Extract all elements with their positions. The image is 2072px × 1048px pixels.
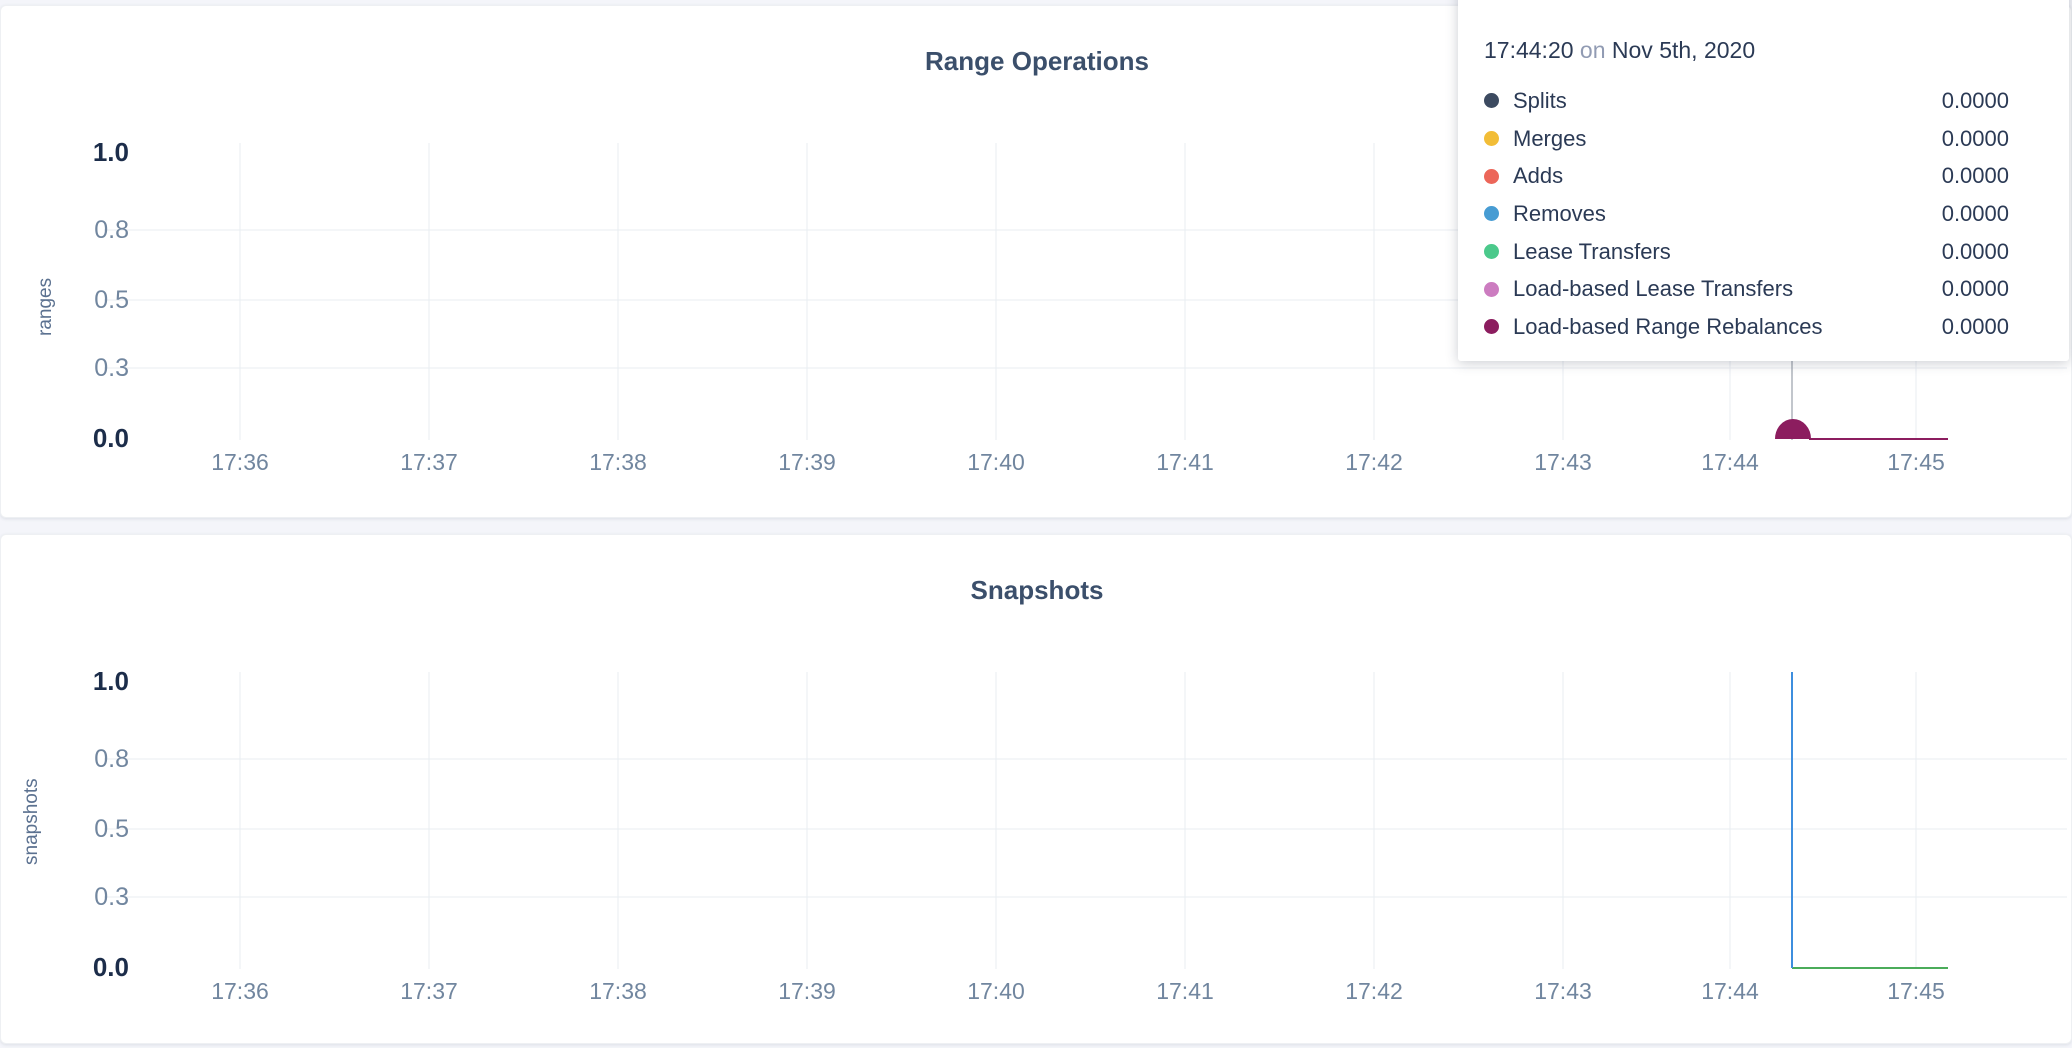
svg-text:0.3: 0.3 <box>94 354 129 382</box>
svg-text:17:44: 17:44 <box>1701 978 1759 1004</box>
svg-text:17:41: 17:41 <box>1156 449 1214 475</box>
svg-text:17:36: 17:36 <box>211 978 269 1004</box>
svg-text:17:45: 17:45 <box>1887 449 1945 475</box>
svg-text:0.8: 0.8 <box>94 745 129 773</box>
svg-text:17:37: 17:37 <box>400 978 458 1004</box>
svg-text:17:38: 17:38 <box>589 449 647 475</box>
svg-text:17:41: 17:41 <box>1156 978 1214 1004</box>
svg-text:17:43: 17:43 <box>1534 449 1592 475</box>
svg-text:0.5: 0.5 <box>94 815 129 843</box>
svg-text:17:40: 17:40 <box>967 978 1025 1004</box>
svg-text:17:39: 17:39 <box>778 449 836 475</box>
svg-text:1.0: 1.0 <box>93 666 129 696</box>
svg-text:1.0: 1.0 <box>93 137 129 167</box>
svg-text:0.0: 0.0 <box>93 952 129 982</box>
svg-text:17:45: 17:45 <box>1887 978 1945 1004</box>
svg-text:17:38: 17:38 <box>589 978 647 1004</box>
svg-text:17:39: 17:39 <box>778 978 836 1004</box>
svg-text:17:42: 17:42 <box>1345 449 1403 475</box>
svg-text:17:43: 17:43 <box>1534 978 1592 1004</box>
svg-text:17:40: 17:40 <box>967 449 1025 475</box>
svg-text:17:36: 17:36 <box>211 449 269 475</box>
svg-text:17:37: 17:37 <box>400 449 458 475</box>
svg-text:0.8: 0.8 <box>94 216 129 244</box>
svg-text:0.5: 0.5 <box>94 286 129 314</box>
svg-text:17:42: 17:42 <box>1345 978 1403 1004</box>
svg-text:0.3: 0.3 <box>94 883 129 911</box>
svg-text:17:44: 17:44 <box>1701 449 1759 475</box>
svg-text:0.0: 0.0 <box>93 423 129 453</box>
